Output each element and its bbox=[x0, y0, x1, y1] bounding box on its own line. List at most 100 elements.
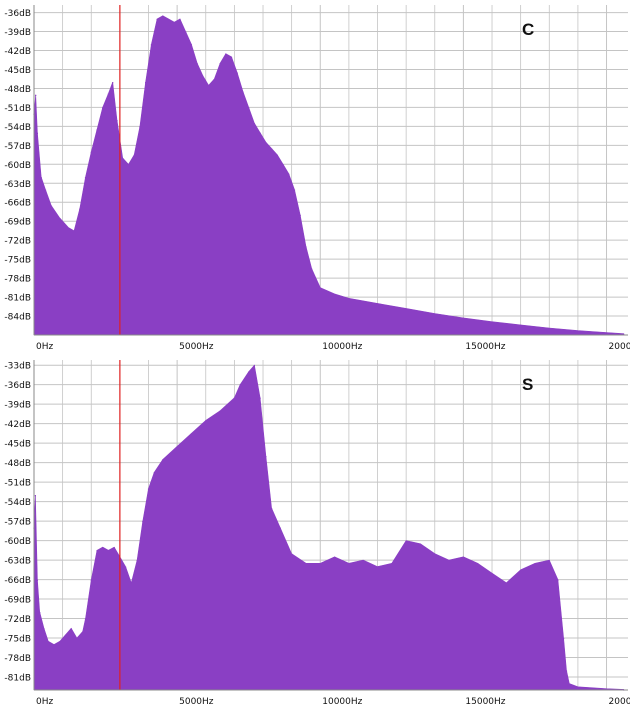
y-tick-label: -54dB bbox=[4, 123, 31, 133]
spectrum-point bbox=[59, 218, 61, 220]
spectrum-point bbox=[491, 573, 493, 575]
y-tick-label: -81dB bbox=[4, 674, 31, 684]
y-tick-label: -63dB bbox=[4, 557, 31, 567]
spectrum-point bbox=[565, 670, 568, 672]
y-tick-label: -42dB bbox=[4, 420, 31, 430]
spectrum-chart-c: -36dB -39dB -42dB -45dB -48dB -51dB -54dB -57dB… bbox=[4, 5, 630, 352]
spectrum-point bbox=[79, 208, 81, 210]
spectrum-point bbox=[623, 333, 625, 335]
spectrum-point bbox=[167, 18, 170, 21]
chart-title: S bbox=[522, 375, 533, 394]
spectrum-point bbox=[271, 148, 273, 150]
spectrum-point bbox=[239, 384, 241, 386]
y-tick-label: -48dB bbox=[4, 459, 31, 469]
spectrum-point bbox=[147, 488, 150, 490]
spectrum-point bbox=[176, 446, 178, 448]
spectrum-point bbox=[53, 644, 55, 646]
spectrum-point bbox=[448, 560, 450, 562]
spectrum-point bbox=[605, 332, 608, 334]
y-tick-label: -75dB bbox=[4, 635, 31, 645]
spectrum-point bbox=[291, 553, 293, 555]
spectrum-point bbox=[59, 641, 61, 643]
spectrum-point bbox=[405, 308, 407, 310]
spectrum-point bbox=[265, 456, 267, 458]
spectrum-point bbox=[67, 227, 69, 229]
spectrum-point bbox=[64, 634, 67, 636]
y-tick-label: -48dB bbox=[4, 85, 31, 95]
x-tick-label: 0Hz bbox=[36, 697, 53, 707]
y-tick-label: -69dB bbox=[4, 218, 31, 228]
x-tick-label: 15000Hz bbox=[465, 342, 505, 352]
spectrum-point bbox=[219, 63, 221, 65]
y-tick-label: -45dB bbox=[4, 440, 31, 450]
spectrum-point bbox=[43, 628, 45, 630]
spectrum-point bbox=[548, 328, 550, 330]
spectrum-point bbox=[348, 563, 350, 565]
y-tick-label: -39dB bbox=[4, 28, 31, 38]
spectrum-point bbox=[127, 164, 130, 166]
spectrum-point bbox=[319, 287, 321, 289]
spectrum-point bbox=[208, 85, 210, 87]
spectrum-point bbox=[391, 563, 393, 565]
spectrum-point bbox=[253, 123, 255, 125]
spectrum-point bbox=[76, 638, 78, 640]
spectrum-point bbox=[113, 547, 115, 549]
spectrum-point bbox=[334, 293, 336, 296]
spectrum-point bbox=[130, 582, 132, 584]
spectrum-point bbox=[259, 132, 261, 134]
spectrum-point bbox=[362, 560, 364, 562]
spectrum-point bbox=[462, 317, 464, 320]
spectrum-point bbox=[150, 44, 152, 46]
spectrum-point bbox=[419, 543, 422, 545]
spectrum-point bbox=[233, 397, 235, 399]
spectrum-point bbox=[122, 158, 124, 160]
spectrum-point bbox=[305, 563, 307, 565]
y-tick-label: -54dB bbox=[4, 498, 31, 508]
chart-title: C bbox=[522, 20, 534, 39]
spectrum-point bbox=[520, 569, 522, 571]
x-tick-label: 10000Hz bbox=[322, 697, 362, 707]
spectrum-point bbox=[376, 303, 379, 305]
spectrum-point bbox=[96, 550, 98, 552]
spectrum-point bbox=[311, 268, 313, 270]
spectrum-point bbox=[73, 230, 75, 232]
spectrum-point bbox=[162, 15, 164, 17]
spectrum-point bbox=[259, 397, 261, 399]
spectrum-point bbox=[376, 566, 379, 568]
spectrum-point bbox=[462, 556, 464, 558]
spectrum-point bbox=[248, 107, 250, 109]
spectrum-point bbox=[39, 612, 41, 614]
spectrum-point bbox=[139, 126, 141, 128]
y-tick-label: -57dB bbox=[4, 518, 31, 528]
spectrum-point bbox=[288, 173, 290, 175]
spectrum-point bbox=[153, 472, 155, 474]
spectrum-point bbox=[162, 459, 164, 461]
x-tick-label: 15000Hz bbox=[465, 697, 505, 707]
spectrum-point bbox=[230, 56, 233, 58]
spectrum-point bbox=[190, 44, 192, 46]
y-tick-label: -66dB bbox=[4, 576, 31, 586]
spectrum-point bbox=[305, 246, 307, 248]
spectrum-point bbox=[102, 107, 104, 109]
spectrum-point bbox=[319, 563, 321, 565]
spectrum-point bbox=[156, 18, 158, 21]
y-tick-label: -72dB bbox=[4, 615, 31, 625]
spectrum-point bbox=[265, 142, 267, 144]
y-tick-label: -39dB bbox=[4, 401, 31, 411]
spectrum-chart-s: -33dB -36dB -39dB -42dB -45dB -48dB -51dB -54dB… bbox=[4, 360, 630, 707]
spectrum-point bbox=[491, 321, 493, 323]
y-tick-label: -69dB bbox=[4, 596, 31, 606]
spectrum-point bbox=[185, 31, 187, 33]
spectrum-point bbox=[548, 560, 550, 562]
spectrum-point bbox=[434, 553, 436, 555]
y-tick-label: -51dB bbox=[4, 479, 31, 489]
spectrum-point bbox=[36, 579, 38, 581]
spectrum-point bbox=[213, 79, 215, 81]
y-tick-label: -63dB bbox=[4, 180, 31, 190]
spectrum-point bbox=[205, 420, 207, 422]
spectrum-point bbox=[40, 177, 42, 179]
y-tick-label: -36dB bbox=[4, 381, 31, 391]
spectrum-point bbox=[35, 94, 37, 96]
spectrum-point bbox=[190, 433, 192, 435]
x-tick-label: 20000Hz bbox=[609, 342, 630, 352]
